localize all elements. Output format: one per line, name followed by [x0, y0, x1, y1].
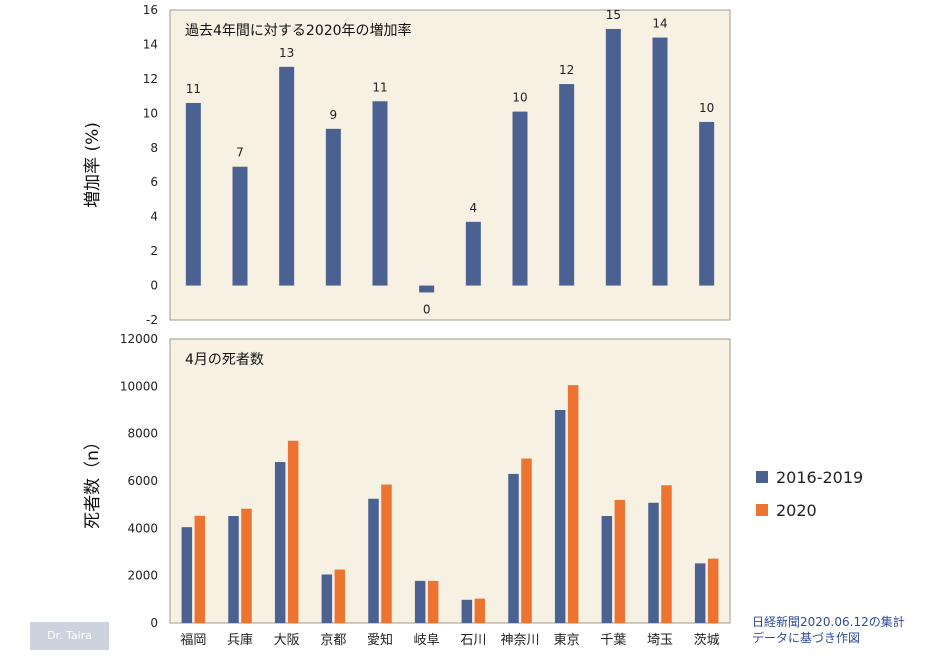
bar-3 — [279, 66, 295, 286]
y-tick-label: 4 — [150, 210, 158, 224]
y-tick-label: -2 — [146, 313, 158, 327]
bar-2020-9 — [567, 385, 579, 623]
plot-background — [169, 9, 731, 321]
plot-background — [169, 338, 731, 624]
data-label: 11 — [372, 80, 387, 94]
source-note-line-2: データに基づき作図 — [752, 631, 861, 645]
data-label: 10 — [512, 91, 527, 105]
source-note: 日経新聞2020.06.12の集計 データに基づき作図 — [752, 614, 928, 646]
category-label: 岐阜 — [414, 632, 440, 648]
y-tick-label: 4000 — [127, 521, 158, 535]
legend-swatch-2016-2019 — [756, 471, 768, 483]
category-label: 兵庫 — [227, 633, 253, 648]
legend: 2016-2019 2020 — [756, 466, 926, 532]
bar-4 — [325, 128, 341, 286]
y-axis-label: 増加率 (%) — [83, 122, 103, 208]
bar-6 — [419, 285, 435, 293]
bar-2016-2019-5 — [368, 498, 379, 623]
category-label: 茨城 — [694, 633, 720, 648]
bar-2016-2019-12 — [694, 563, 706, 623]
y-tick-label: 12000 — [120, 332, 158, 346]
data-label: 13 — [279, 46, 294, 60]
y-tick-label: 8000 — [127, 427, 158, 441]
y-tick-label: 2 — [150, 244, 158, 258]
bar-2020-8 — [521, 458, 532, 623]
y-tick-label: 12 — [143, 72, 158, 86]
y-tick-label: 10 — [143, 106, 158, 120]
data-label: 10 — [699, 101, 714, 115]
bar-2020-2 — [241, 508, 252, 623]
bar-7 — [465, 221, 481, 286]
y-tick-label: 6000 — [127, 474, 158, 488]
y-tick-label: 0 — [150, 616, 158, 630]
bar-2016-2019-6 — [414, 580, 426, 623]
category-label: 東京 — [554, 632, 580, 648]
bar-2020-12 — [707, 558, 719, 623]
bar-10 — [605, 28, 621, 286]
bar-8 — [512, 111, 528, 286]
data-label: 7 — [236, 146, 244, 160]
bar-2020-10 — [614, 499, 626, 623]
data-label: 9 — [330, 108, 338, 122]
data-label: 11 — [186, 82, 201, 96]
bar-2020-1 — [194, 515, 206, 623]
chart-title: 4月の死者数 — [185, 352, 264, 368]
y-tick-label: 0 — [150, 279, 158, 293]
category-label: 神奈川 — [500, 633, 539, 648]
legend-item-2020: 2020 — [756, 499, 926, 521]
y-axis-label: 死者数（n） — [83, 433, 103, 529]
category-label: 千葉 — [600, 633, 626, 648]
y-tick-label: 8 — [150, 141, 158, 155]
data-label: 4 — [470, 201, 478, 215]
bar-2020-11 — [661, 485, 672, 623]
category-label: 愛知 — [367, 632, 393, 648]
bar-2016-2019-1 — [181, 527, 193, 623]
bar-2020-3 — [287, 440, 299, 623]
bar-2020-5 — [381, 484, 392, 623]
bar-2016-2019-3 — [274, 462, 286, 623]
category-label: 京都 — [320, 633, 346, 648]
bar-9 — [559, 84, 575, 286]
bar-2020-7 — [474, 598, 486, 623]
category-label: 福岡 — [180, 633, 206, 648]
bar-2020-4 — [334, 569, 346, 623]
category-label: 埼玉 — [647, 633, 673, 648]
bar-12 — [699, 121, 715, 286]
bar-2016-2019-7 — [461, 599, 473, 623]
bar-2016-2019-11 — [648, 502, 659, 623]
data-label: 12 — [559, 63, 574, 77]
bar-2016-2019-4 — [321, 574, 333, 623]
y-tick-label: 16 — [143, 3, 158, 17]
bar-2016-2019-8 — [508, 473, 519, 623]
bar-1 — [185, 103, 201, 286]
legend-label-2016-2019: 2016-2019 — [776, 467, 864, 487]
bar-2016-2019-10 — [601, 516, 613, 623]
bar-2016-2019-2 — [228, 516, 239, 623]
data-label: 15 — [606, 8, 621, 22]
y-tick-label: 14 — [143, 37, 158, 51]
category-label: 石川 — [460, 633, 486, 648]
y-tick-label: 10000 — [120, 379, 158, 393]
source-note-line-1: 日経新聞2020.06.12の集計 — [752, 615, 905, 629]
bar-11 — [652, 37, 668, 286]
chart-title: 過去4年間に対する2020年の増加率 — [185, 22, 412, 39]
bar-2020-6 — [427, 580, 439, 623]
y-tick-label: 2000 — [127, 569, 158, 583]
y-tick-label: 6 — [150, 175, 158, 189]
legend-swatch-2020 — [756, 504, 768, 516]
category-label: 大阪 — [274, 633, 300, 648]
legend-item-2016-2019: 2016-2019 — [756, 466, 926, 488]
data-label: 0 — [423, 303, 431, 317]
bar-2016-2019-9 — [554, 410, 566, 623]
bar-2 — [232, 166, 248, 286]
bar-5 — [372, 101, 388, 286]
author-badge: Dr. Taira — [30, 622, 109, 650]
legend-label-2020: 2020 — [776, 500, 817, 520]
data-label: 14 — [652, 17, 667, 31]
